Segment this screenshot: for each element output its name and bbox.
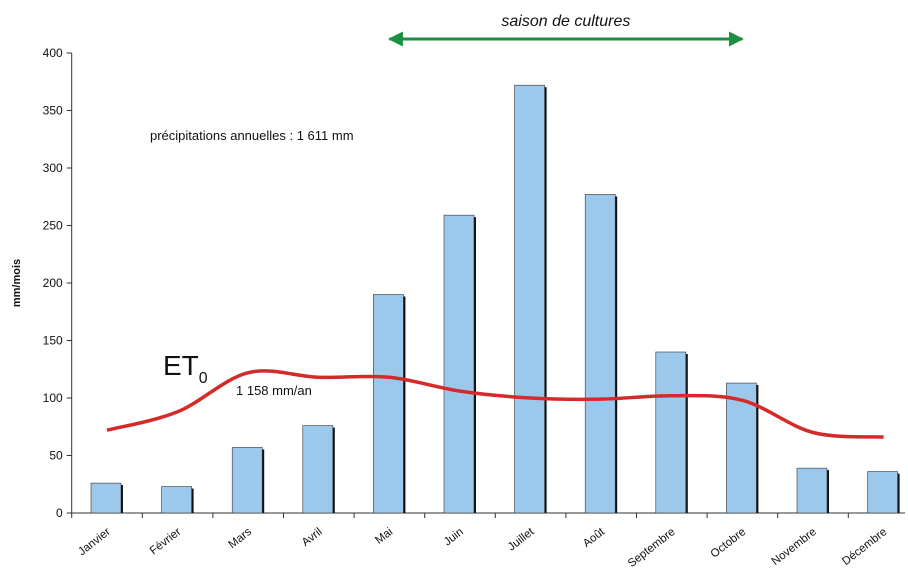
line-subscript: 0 bbox=[199, 370, 208, 387]
bar bbox=[867, 471, 898, 514]
chart-title: saison de cultures bbox=[501, 13, 630, 30]
bar bbox=[90, 482, 122, 514]
bar bbox=[655, 351, 687, 514]
x-tick-label: Avril bbox=[300, 526, 325, 549]
bar bbox=[443, 214, 475, 514]
bar bbox=[161, 486, 192, 514]
y-tick-label: 50 bbox=[49, 449, 63, 463]
y-axis-label: mm/mois bbox=[11, 259, 23, 307]
x-tick-label: Août bbox=[581, 525, 608, 550]
line-total: 1 158 mm/an bbox=[236, 383, 312, 398]
x-tick-label: Février bbox=[148, 526, 184, 558]
bar bbox=[231, 447, 263, 514]
y-tick-label: 300 bbox=[43, 161, 63, 175]
y-tick-label: 150 bbox=[43, 334, 63, 348]
y-tick-label: 350 bbox=[43, 104, 63, 118]
x-tick-label: Juillet bbox=[506, 525, 537, 553]
x-tick-label: Décembre bbox=[840, 526, 889, 568]
x-tick-label: Octobre bbox=[709, 526, 749, 561]
y-tick-label: 100 bbox=[43, 391, 63, 405]
x-tick-label: Mai bbox=[373, 526, 395, 547]
bar bbox=[796, 467, 828, 514]
x-tick-label: Janvier bbox=[76, 526, 113, 558]
line-label: ET0 bbox=[163, 350, 208, 387]
line-name: ET bbox=[163, 350, 199, 381]
x-tick-label: Septembre bbox=[626, 526, 678, 570]
y-tick-label: 250 bbox=[43, 219, 63, 233]
y-tick-label: 200 bbox=[43, 276, 63, 290]
bar bbox=[373, 294, 404, 514]
bar bbox=[302, 425, 334, 514]
line bbox=[106, 369, 884, 439]
x-tick-label: Novembre bbox=[770, 526, 819, 568]
x-tick-label: Juin bbox=[442, 526, 466, 548]
bar bbox=[514, 84, 545, 514]
y-tick-label: 0 bbox=[56, 506, 63, 520]
y-tick-label: 400 bbox=[43, 46, 63, 60]
bar bbox=[584, 194, 616, 514]
x-tick-label: Mars bbox=[227, 526, 255, 551]
annotation: précipitations annuelles : 1 611 mm bbox=[150, 128, 354, 143]
